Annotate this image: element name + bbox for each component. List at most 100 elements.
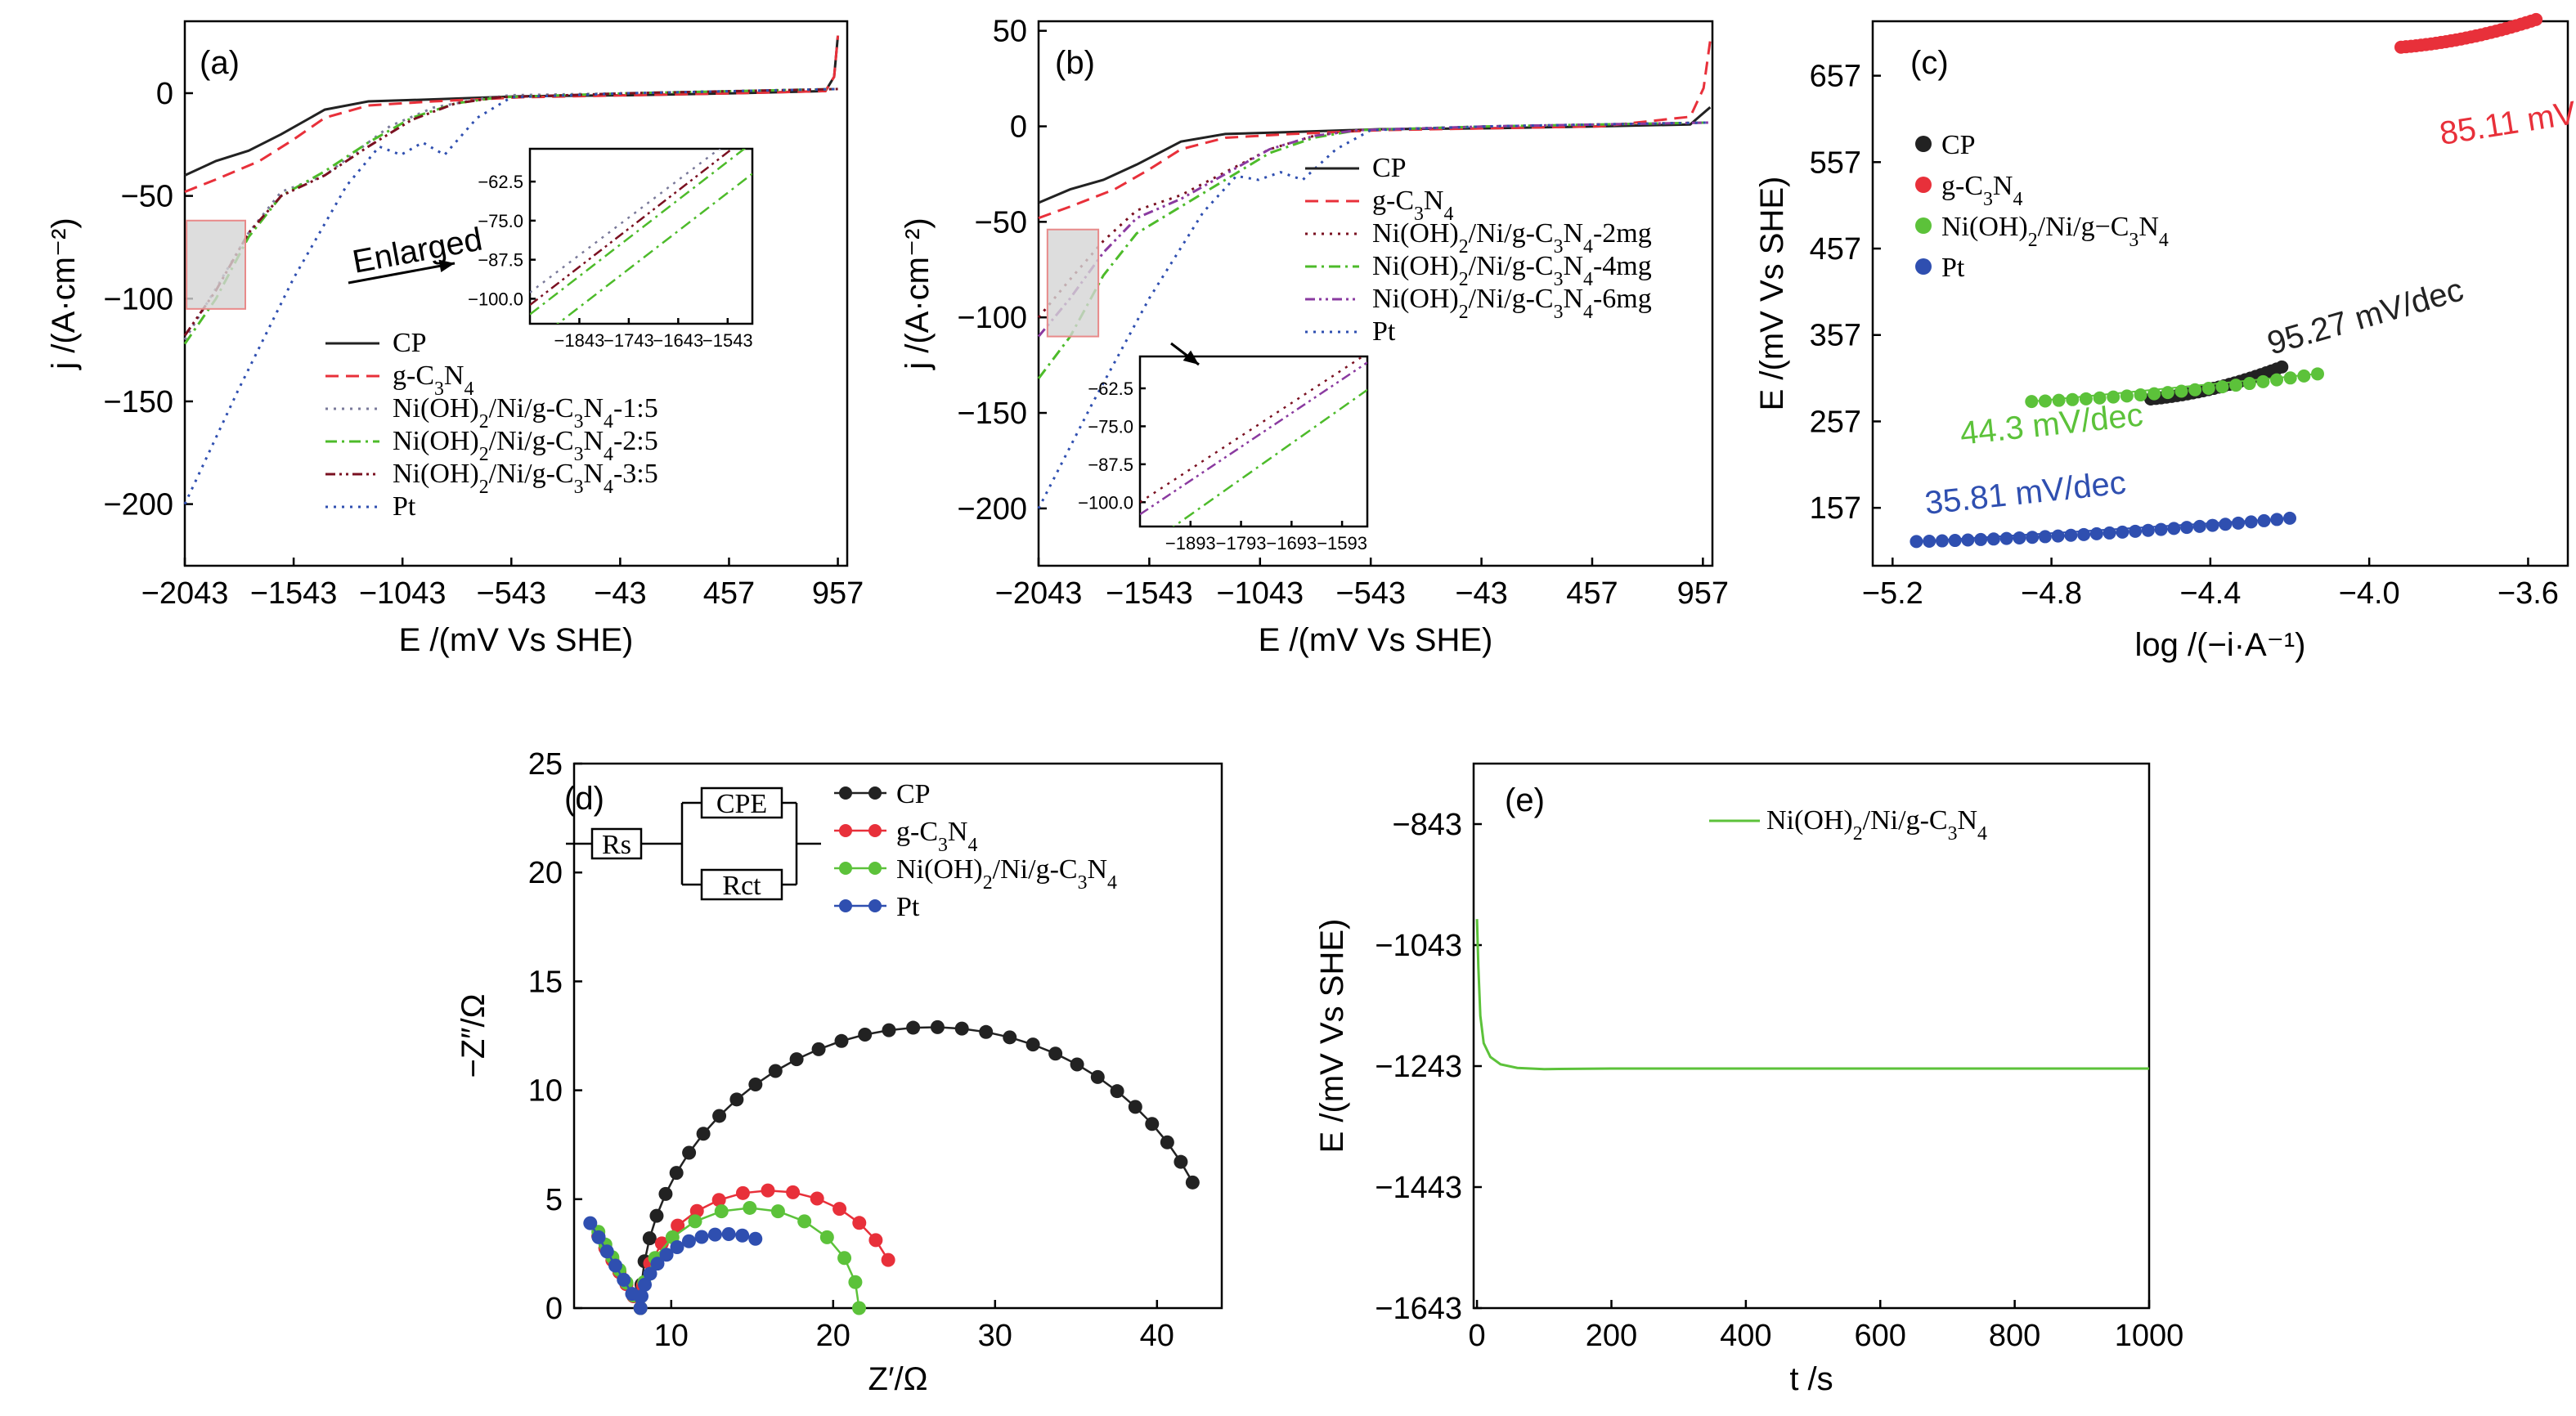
panel-label: (a) — [200, 45, 240, 81]
data-point — [658, 1186, 673, 1201]
data-point — [2174, 384, 2188, 398]
data-point — [1090, 1069, 1105, 1084]
y-tick-label: −200 — [957, 492, 1027, 527]
data-point — [2025, 395, 2039, 409]
data-point — [858, 1028, 873, 1042]
x-tick-label: 200 — [1586, 1319, 1637, 1353]
data-point — [2116, 525, 2129, 539]
inset-x-tick-label: −1643 — [653, 330, 703, 351]
inset-y-tick-label: −75.0 — [1088, 416, 1133, 437]
x-tick-label: 1000 — [2115, 1319, 2184, 1353]
rs-label: Rs — [602, 830, 631, 860]
y-tick-label: −150 — [957, 397, 1027, 431]
x-tick-label: −1543 — [250, 576, 338, 611]
data-point — [2215, 380, 2229, 394]
data-point — [608, 1258, 622, 1273]
rct-box — [700, 868, 783, 901]
y-axis-label: −Z″/Ω — [456, 994, 491, 1078]
data-point — [643, 1266, 657, 1281]
inset-series-line — [530, 149, 721, 294]
plot-frame — [1037, 20, 1714, 567]
data-point — [669, 1166, 684, 1181]
inset-series-line — [530, 149, 734, 307]
series-line — [1038, 40, 1712, 220]
y-axis-label: E /(mV Vs SHE) — [1314, 919, 1350, 1154]
y-tick-label: 557 — [1810, 146, 1861, 180]
data-point — [1961, 533, 1975, 547]
y-tick-label: −200 — [103, 488, 173, 522]
data-point — [748, 1231, 763, 1246]
x-tick-label: −543 — [476, 576, 546, 611]
data-point — [659, 1248, 674, 1262]
inset-x-tick-label: −1543 — [702, 330, 753, 351]
series-line — [1475, 919, 2149, 1071]
data-point — [650, 1257, 665, 1271]
data-point — [671, 1218, 685, 1233]
x-tick-label: −4.8 — [2021, 576, 2082, 611]
legend-label: CP — [896, 779, 931, 809]
data-point — [1910, 535, 1923, 549]
data-point — [1974, 532, 1988, 546]
y-tick-label: −1243 — [1375, 1050, 1462, 1084]
data-point — [633, 1301, 648, 1315]
slope-label: 35.81 mV/dec — [1923, 464, 2128, 522]
y-tick-label: 25 — [528, 747, 563, 782]
y-axis-label: j /(A·cm⁻²) — [900, 217, 936, 370]
data-point — [852, 1216, 867, 1230]
legend-marker — [839, 862, 852, 875]
data-point — [2192, 519, 2206, 533]
legend-label: CP — [1372, 153, 1407, 183]
fit-line — [2031, 373, 2318, 403]
data-point — [721, 1226, 736, 1241]
plot-frame — [1871, 20, 2569, 567]
data-point — [2167, 522, 2181, 535]
inset-series-line — [1172, 388, 1367, 527]
data-point — [2229, 379, 2243, 392]
x-tick-label: 40 — [1140, 1319, 1174, 1353]
data-point — [696, 1127, 711, 1141]
zoom-annotation: Enlarged — [350, 222, 485, 280]
data-point — [1935, 534, 1949, 548]
legend-label: Ni(OH)2/Ni/g-C3N4-2:5 — [393, 426, 658, 465]
data-point — [882, 1023, 896, 1037]
y-tick-label: −100 — [957, 301, 1027, 335]
inset-y-tick-label: −87.5 — [1088, 455, 1133, 475]
legend-label: Ni(OH)2/Ni/g-C3N4-1:5 — [393, 393, 658, 432]
data-point — [2219, 518, 2233, 531]
data-point — [810, 1191, 824, 1206]
inset-y-tick-label: −87.5 — [478, 250, 523, 271]
zoom-region — [1046, 228, 1100, 338]
x-axis-label: log /(−i·A⁻¹) — [2135, 627, 2306, 663]
x-tick-label: 400 — [1720, 1319, 1771, 1353]
legend-label: Ni(OH)2/Ni/g-C3N4-2mg — [1372, 218, 1652, 258]
inset-frame — [1138, 355, 1369, 528]
inset-series-line — [556, 173, 752, 324]
y-tick-label: 657 — [1810, 60, 1861, 94]
data-point — [2311, 367, 2324, 381]
legend-label: Pt — [1372, 316, 1396, 347]
inset-x-tick-label: −1743 — [604, 330, 654, 351]
y-tick-label: 457 — [1810, 232, 1861, 267]
legend-label: Ni(OH)2/Ni/g-C3N4-3:5 — [393, 459, 658, 498]
y-tick-label: −843 — [1392, 808, 1462, 842]
data-point — [688, 1214, 702, 1229]
legend-label: g-C3N4 — [1941, 171, 2022, 210]
plot-frame — [572, 762, 1223, 1310]
legend-label: Ni(OH)2/Ni/g-C3N4-6mg — [1372, 284, 1652, 323]
y-tick-label: 50 — [993, 15, 1027, 49]
data-point — [837, 1251, 852, 1266]
data-point — [2103, 526, 2116, 540]
data-point — [2038, 530, 2052, 544]
inset-series — [1140, 356, 1367, 527]
inset-y-tick-label: −100.0 — [1078, 492, 1133, 513]
data-point — [2297, 369, 2311, 383]
y-tick-label: −1043 — [1375, 929, 1462, 963]
data-point — [1160, 1135, 1174, 1149]
data-point — [591, 1230, 606, 1244]
data-point — [1003, 1030, 1017, 1045]
x-tick-label: 957 — [812, 576, 864, 611]
data-point — [681, 1234, 696, 1248]
data-point — [2066, 392, 2080, 406]
data-point — [1110, 1084, 1124, 1099]
legend-marker — [839, 786, 852, 800]
